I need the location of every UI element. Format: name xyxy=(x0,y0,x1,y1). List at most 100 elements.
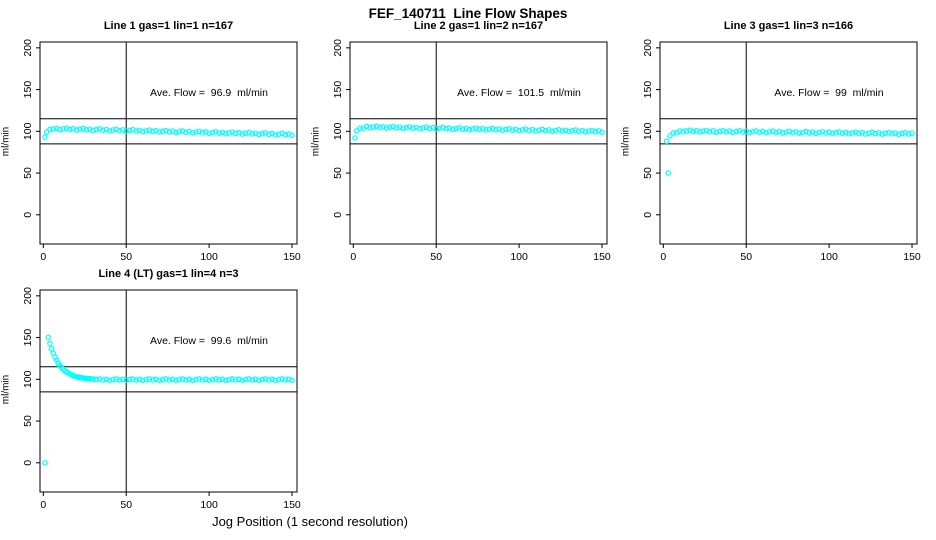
data-point xyxy=(226,130,232,136)
y-tick-label: 0 xyxy=(22,212,34,218)
panel-line4-plot: Line 4 (LT) gas=1 lin=4 n=3 0 50 100 150 0 50… xyxy=(0,268,310,518)
line2-ave-flow-annotation: Ave. Flow = 101.5 ml/min xyxy=(457,87,581,99)
data-point xyxy=(733,128,740,135)
data-point xyxy=(386,124,393,131)
data-point xyxy=(186,376,193,383)
data-point xyxy=(519,127,526,133)
y-tick-label: 100 xyxy=(22,370,34,388)
data-point xyxy=(179,376,186,382)
data-point xyxy=(367,125,373,131)
y-tick-label: 50 xyxy=(22,415,34,427)
y-tick-label: 100 xyxy=(642,122,654,140)
y-tick-label: 200 xyxy=(642,39,654,57)
data-point xyxy=(823,130,829,136)
x-tick-label: 150 xyxy=(283,499,301,511)
data-point xyxy=(47,340,53,347)
plot-box xyxy=(39,289,298,493)
data-point xyxy=(285,376,292,383)
y-tick-label: 0 xyxy=(332,212,344,218)
data-point xyxy=(899,130,905,137)
page-title: FEF_140711 Line Flow Shapes xyxy=(368,6,568,21)
data-point xyxy=(743,128,750,135)
data-point xyxy=(232,377,239,383)
data-point xyxy=(193,376,199,383)
data-point xyxy=(503,126,509,133)
data-point xyxy=(763,130,769,136)
data-point xyxy=(50,126,57,132)
data-point xyxy=(203,376,209,383)
data-point xyxy=(146,376,153,382)
data-point xyxy=(100,127,106,134)
data-point xyxy=(740,129,746,135)
data-point xyxy=(279,376,285,382)
data-point xyxy=(149,377,156,383)
data-point xyxy=(882,130,889,137)
data-point xyxy=(562,127,569,134)
x-tick-label: 0 xyxy=(40,499,46,511)
data-point xyxy=(123,128,130,135)
data-point xyxy=(45,334,52,341)
plot-box xyxy=(349,41,608,245)
data-point xyxy=(377,124,383,131)
data-point xyxy=(282,131,289,138)
y-tick-label: 150 xyxy=(332,81,344,99)
data-point xyxy=(486,126,493,133)
data-point xyxy=(569,128,575,134)
data-point xyxy=(713,129,720,136)
data-point xyxy=(189,130,196,136)
data-point xyxy=(905,131,912,137)
data-point xyxy=(393,125,400,131)
data-point xyxy=(226,376,232,383)
y-tick-label: 50 xyxy=(332,167,344,179)
data-point xyxy=(159,376,166,383)
data-point xyxy=(272,132,279,138)
data-point xyxy=(799,129,806,136)
data-point xyxy=(159,128,166,135)
data-point xyxy=(219,376,226,383)
data-point xyxy=(93,126,100,133)
data-point xyxy=(357,125,363,131)
data-point xyxy=(746,129,753,136)
data-point xyxy=(123,377,130,384)
data-point xyxy=(199,377,206,383)
data-point xyxy=(453,125,459,132)
data-point xyxy=(579,127,585,134)
data-point xyxy=(892,130,899,136)
plot-box xyxy=(659,41,918,245)
data-point xyxy=(275,131,282,137)
data-point xyxy=(289,377,295,384)
y-tick-label: 100 xyxy=(332,122,344,140)
data-point xyxy=(909,130,915,137)
x-tick-label: 100 xyxy=(510,251,528,263)
data-point xyxy=(706,128,713,135)
data-point xyxy=(163,376,169,382)
data-point xyxy=(466,126,473,133)
data-point xyxy=(526,127,532,134)
data-point xyxy=(552,127,559,134)
data-point xyxy=(416,125,423,132)
data-point xyxy=(113,376,120,382)
data-point xyxy=(783,129,789,135)
x-axis-label: Jog Position (1 second resolution) xyxy=(212,514,408,529)
data-point xyxy=(536,127,542,134)
data-point xyxy=(769,128,776,135)
data-point xyxy=(216,130,222,136)
data-point xyxy=(499,127,506,134)
data-point xyxy=(592,128,599,135)
data-point xyxy=(67,126,73,133)
data-point xyxy=(663,138,670,145)
data-point xyxy=(120,376,126,383)
data-point xyxy=(690,128,696,135)
data-point xyxy=(420,125,426,131)
y-tick-label: 50 xyxy=(22,167,34,179)
data-point xyxy=(183,377,189,383)
data-point xyxy=(126,127,133,134)
data-point xyxy=(582,129,589,135)
data-point xyxy=(48,345,55,352)
data-point xyxy=(60,126,67,132)
data-point xyxy=(493,127,499,133)
x-tick-label: 150 xyxy=(283,251,301,263)
data-point xyxy=(426,125,433,132)
data-point xyxy=(110,127,116,133)
panel-line1-title: Line 1 gas=1 lin=1 n=167 xyxy=(103,20,234,32)
